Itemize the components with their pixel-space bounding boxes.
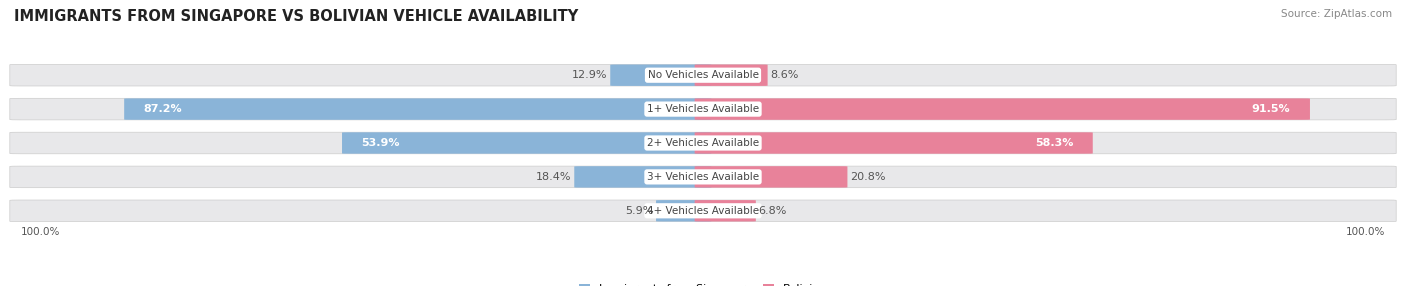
Text: 18.4%: 18.4% [536,172,571,182]
Text: 58.3%: 58.3% [1035,138,1073,148]
Text: 8.6%: 8.6% [770,70,799,80]
FancyBboxPatch shape [10,98,1396,120]
Text: No Vehicles Available: No Vehicles Available [648,70,758,80]
FancyBboxPatch shape [695,65,768,86]
FancyBboxPatch shape [342,132,711,154]
FancyBboxPatch shape [610,65,711,86]
Text: 2+ Vehicles Available: 2+ Vehicles Available [647,138,759,148]
FancyBboxPatch shape [657,200,711,221]
Text: 91.5%: 91.5% [1251,104,1291,114]
FancyBboxPatch shape [695,98,1310,120]
Text: 100.0%: 100.0% [21,227,60,237]
Legend: Immigrants from Singapore, Bolivian: Immigrants from Singapore, Bolivian [574,279,832,286]
FancyBboxPatch shape [695,166,848,188]
FancyBboxPatch shape [695,200,756,221]
FancyBboxPatch shape [124,98,711,120]
FancyBboxPatch shape [10,200,1396,222]
Text: 6.8%: 6.8% [759,206,787,216]
Text: 87.2%: 87.2% [143,104,183,114]
Text: IMMIGRANTS FROM SINGAPORE VS BOLIVIAN VEHICLE AVAILABILITY: IMMIGRANTS FROM SINGAPORE VS BOLIVIAN VE… [14,9,578,23]
FancyBboxPatch shape [574,166,711,188]
Text: 5.9%: 5.9% [624,206,654,216]
Text: 100.0%: 100.0% [1346,227,1385,237]
FancyBboxPatch shape [10,166,1396,188]
Text: 1+ Vehicles Available: 1+ Vehicles Available [647,104,759,114]
FancyBboxPatch shape [10,64,1396,86]
FancyBboxPatch shape [695,132,1092,154]
Text: Source: ZipAtlas.com: Source: ZipAtlas.com [1281,9,1392,19]
FancyBboxPatch shape [10,132,1396,154]
Text: 3+ Vehicles Available: 3+ Vehicles Available [647,172,759,182]
Text: 12.9%: 12.9% [572,70,607,80]
Text: 4+ Vehicles Available: 4+ Vehicles Available [647,206,759,216]
Text: 20.8%: 20.8% [851,172,886,182]
Text: 53.9%: 53.9% [361,138,401,148]
